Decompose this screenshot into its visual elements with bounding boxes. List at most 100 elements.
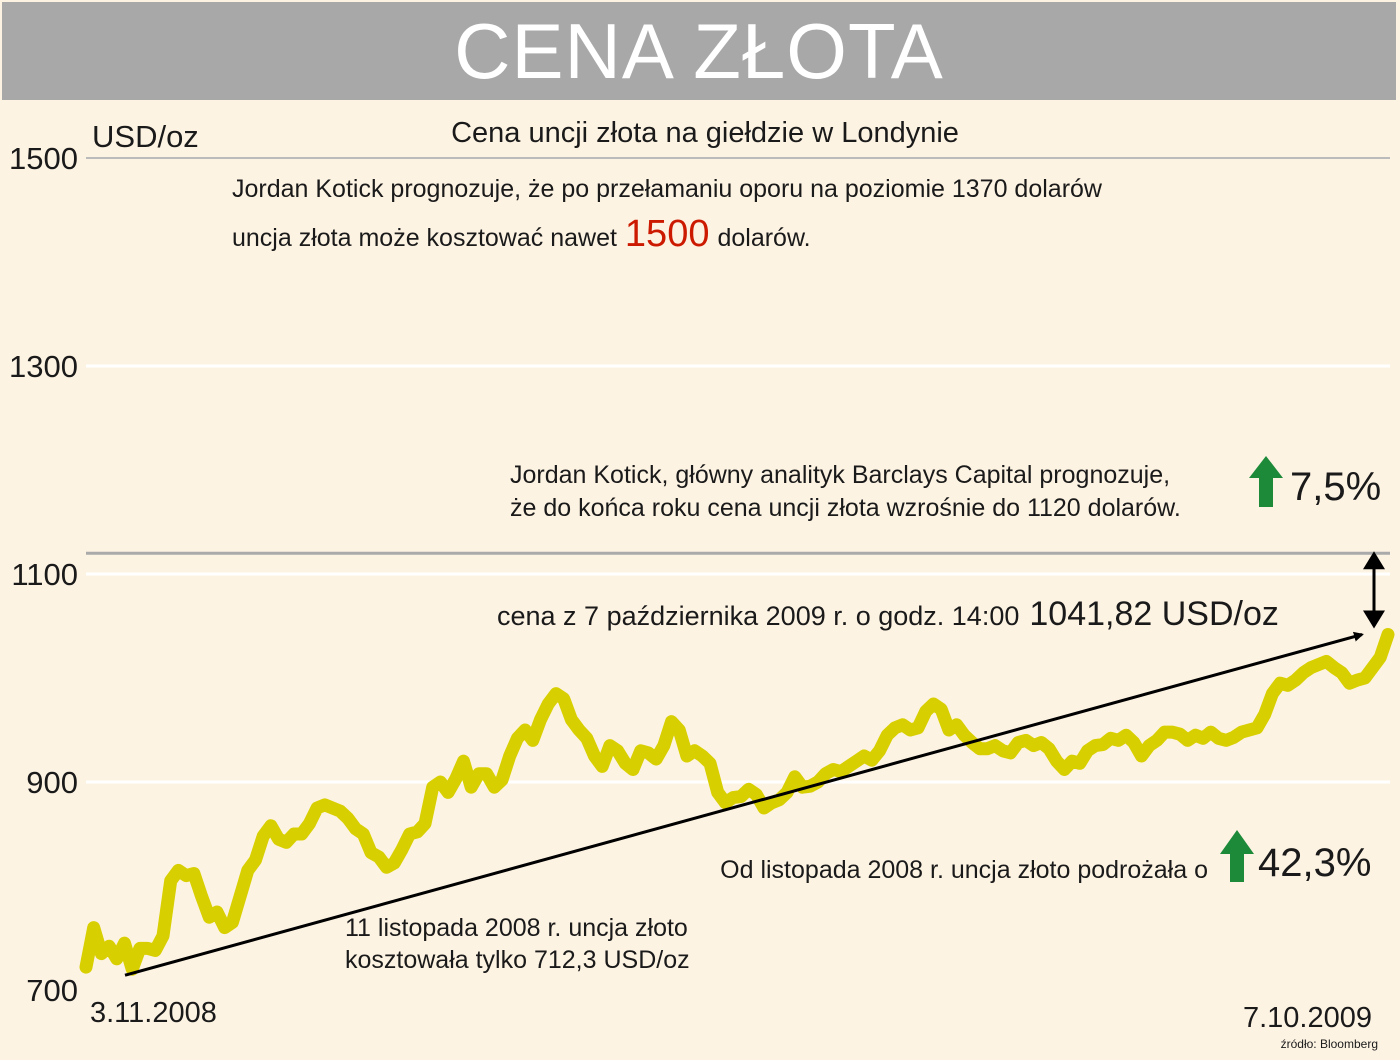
forecast-gap-arrow-down-head (1363, 610, 1385, 629)
data-point (868, 757, 875, 764)
data-point (129, 966, 136, 973)
forecast-1500-text-line1: Jordan Kotick prognozuje, że po przełama… (232, 175, 1103, 203)
data-point (1323, 658, 1330, 665)
data-point (891, 724, 898, 731)
data-point (190, 870, 197, 877)
data-point (861, 753, 868, 759)
data-point (1069, 758, 1076, 765)
up-arrow-icon (1249, 456, 1283, 507)
data-point (1076, 760, 1083, 767)
data-point (545, 701, 552, 707)
data-point (1084, 747, 1091, 754)
data-point (1361, 675, 1368, 681)
data-point (283, 839, 290, 846)
data-point (229, 919, 236, 926)
data-point (560, 695, 567, 702)
data-point (1038, 739, 1045, 746)
data-point (1130, 739, 1137, 746)
data-point (237, 893, 244, 900)
data-point (329, 805, 336, 811)
data-point (360, 831, 367, 837)
data-point (429, 784, 436, 791)
data-point (568, 716, 575, 723)
low-price-note-line2: kosztowała tylko 712,3 USD/oz (345, 946, 690, 974)
data-point (475, 770, 482, 777)
data-point (999, 747, 1006, 754)
data-point (653, 756, 660, 763)
data-point (491, 784, 498, 791)
data-point (529, 737, 536, 744)
forecast-gap-arrow-up-head (1363, 551, 1385, 570)
data-point (106, 943, 113, 950)
forecast-1500-value: 1500 (625, 213, 710, 255)
data-point (984, 745, 991, 752)
data-point (321, 801, 328, 808)
data-point (1169, 729, 1176, 736)
data-point (98, 950, 105, 957)
forecast-gain-percent: 7,5% (1290, 465, 1381, 509)
data-point (1207, 729, 1214, 736)
data-point (899, 721, 906, 728)
data-point (1153, 737, 1160, 744)
data-point (1292, 677, 1299, 684)
data-point (1277, 680, 1284, 687)
data-point (953, 721, 960, 728)
data-point (668, 718, 675, 725)
title-bar: CENA ZŁOTA (2, 2, 1396, 100)
data-point (1377, 654, 1384, 661)
data-point (822, 770, 829, 777)
data-point (121, 940, 128, 947)
data-point (630, 766, 636, 773)
data-point (352, 825, 359, 832)
source-note: źródło: Bloomberg (1281, 1037, 1378, 1051)
data-point (1092, 742, 1099, 749)
data-point (375, 853, 382, 860)
data-point (1177, 731, 1183, 738)
data-point (1284, 682, 1291, 689)
data-point (737, 793, 744, 800)
data-point (522, 727, 529, 733)
data-point (745, 786, 752, 793)
data-point (136, 945, 143, 952)
data-point (1261, 711, 1268, 718)
data-point (260, 833, 267, 840)
data-point (1215, 735, 1222, 742)
data-point (660, 742, 667, 749)
y-tick-label-1300: 1300 (9, 349, 78, 384)
data-point (414, 828, 421, 835)
forecast-1120-text-line2: że do końca roku cena uncji złota wzrośn… (510, 494, 1181, 522)
up-arrow-icon (1220, 830, 1254, 882)
data-point (1369, 664, 1376, 671)
data-point (368, 849, 375, 856)
data-point (591, 753, 598, 759)
y-tick-label-700: 700 (26, 973, 78, 1008)
data-point (221, 924, 228, 931)
data-point (175, 867, 182, 874)
data-point (183, 872, 190, 879)
data-point (606, 742, 613, 749)
data-point (214, 909, 220, 915)
data-point (1138, 753, 1145, 759)
data-point (753, 791, 760, 798)
data-point (930, 701, 937, 707)
data-point (992, 742, 999, 749)
data-point (691, 747, 698, 754)
page-title: CENA ZŁOTA (454, 6, 944, 95)
data-point (314, 805, 321, 811)
data-point (298, 831, 305, 837)
data-point (445, 789, 452, 796)
data-point (267, 822, 274, 829)
data-point (1046, 745, 1052, 752)
data-point (761, 805, 767, 811)
data-point (1308, 664, 1314, 671)
y-axis-label: USD/oz (92, 119, 199, 154)
data-point (1200, 735, 1207, 742)
y-tick-label-1500: 1500 (9, 141, 78, 176)
data-point (422, 820, 428, 827)
data-point (83, 964, 89, 971)
data-point (1269, 690, 1276, 697)
x-axis-start-label: 3.11.2008 (90, 997, 217, 1029)
data-point (144, 945, 151, 952)
data-point (922, 708, 929, 715)
